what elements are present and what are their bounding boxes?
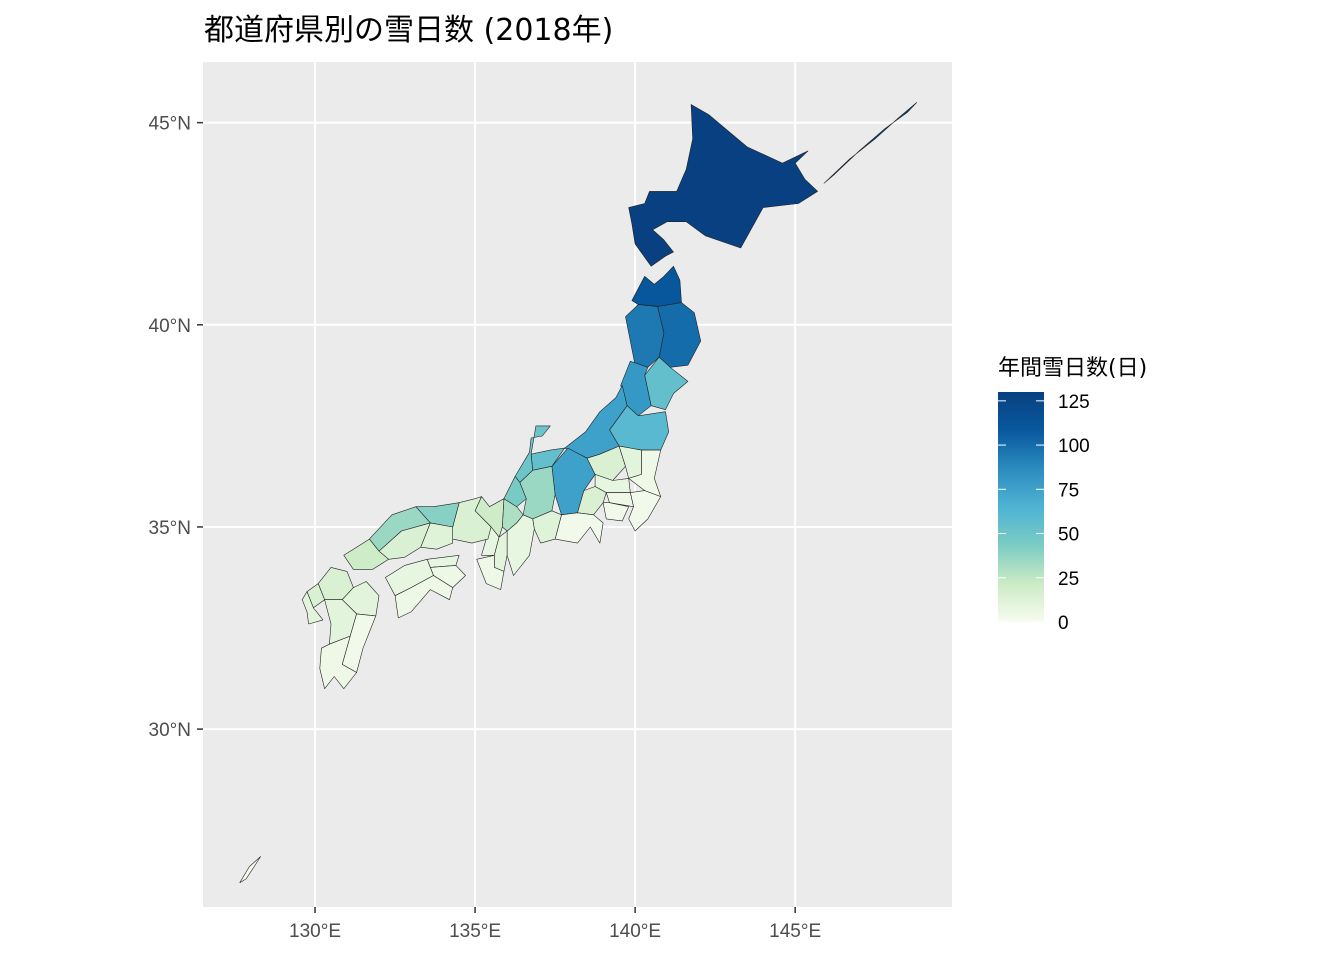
x-tick-label-3: 145°E [769,921,821,942]
region-22 [554,512,604,544]
y-tick-label-1: 35°N [149,518,191,539]
map-regions [239,102,918,884]
region-1 [823,102,918,184]
legend-label-3: 50 [1058,525,1079,546]
region-47 [239,856,261,884]
legend-label-1: 100 [1058,436,1090,457]
legend: 年間雪日数(日) 125 100 75 50 25 0 [998,356,1147,634]
region-20 [602,502,630,522]
region-46 [319,635,357,690]
y-tick-label-3: 45°N [149,114,191,135]
region-39 [394,575,454,619]
legend-label-0: 125 [1058,392,1090,413]
legend-label-5: 0 [1058,613,1069,634]
axes: 130°E 135°E 140°E 145°E 30°N 35°N 40°N 45°N [149,114,822,942]
region-30 [476,554,505,590]
chart-title: 都道府県別の雪日数 (2018年) [204,13,613,48]
region-0 [628,104,818,267]
x-tick-label-2: 140°E [609,921,661,942]
x-tick-label-0: 130°E [289,921,341,942]
region-18 [628,490,662,532]
legend-ticks: 125 100 75 50 25 0 [998,392,1090,634]
legend-label-2: 75 [1058,480,1079,501]
x-tick-label-1: 135°E [449,921,501,942]
legend-label-4: 25 [1058,569,1079,590]
region-35 [343,538,389,570]
legend-colorbar [998,392,1044,622]
y-tick-label-2: 40°N [149,316,191,337]
region-5 [644,356,689,411]
region-28 [452,496,492,544]
legend-title: 年間雪日数(日) [998,356,1147,381]
region-42 [301,591,324,625]
y-tick-label-0: 30°N [149,720,191,741]
